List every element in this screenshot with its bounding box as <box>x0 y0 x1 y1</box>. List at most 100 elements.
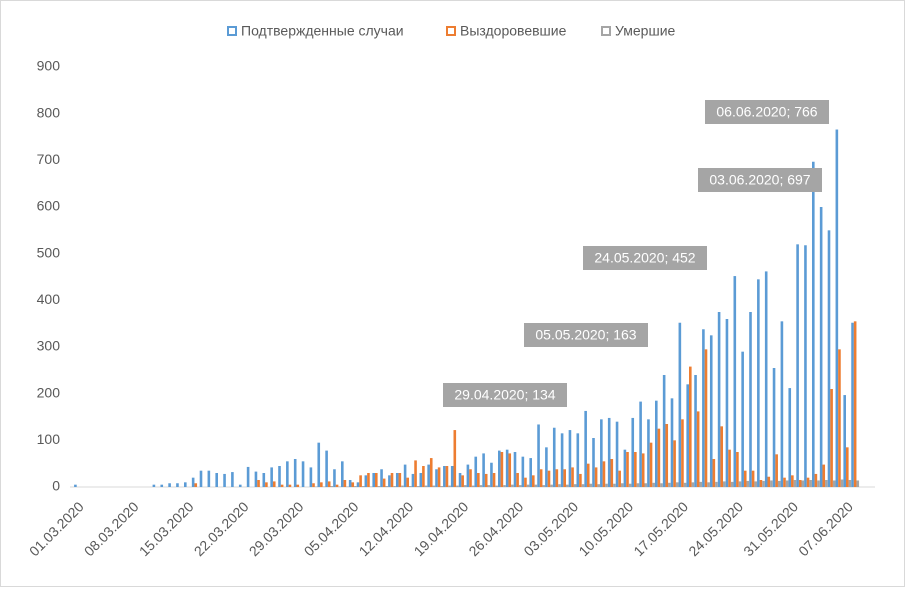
bar <box>650 443 653 487</box>
bar <box>794 480 797 487</box>
bar <box>184 482 187 487</box>
bar <box>749 312 752 487</box>
bar <box>522 457 525 487</box>
y-tick-label: 100 <box>37 431 61 447</box>
bar <box>752 471 755 487</box>
bar <box>843 395 846 487</box>
bar <box>658 429 661 487</box>
bar <box>422 466 425 487</box>
bar <box>506 450 509 487</box>
bar <box>692 482 695 487</box>
bar <box>817 480 820 487</box>
y-tick-label: 400 <box>37 291 61 307</box>
bar <box>679 323 682 487</box>
bar <box>320 482 323 487</box>
bar <box>333 469 336 487</box>
bar <box>357 482 360 487</box>
legend-label: Выздоровевшие <box>460 23 567 39</box>
bar <box>448 486 451 487</box>
legend-swatch <box>602 27 610 35</box>
bar <box>770 480 773 487</box>
bar <box>514 452 517 487</box>
bar <box>595 467 598 487</box>
bar <box>702 329 705 487</box>
bar <box>668 483 671 487</box>
bar <box>495 486 498 487</box>
bar <box>393 486 396 487</box>
bar <box>736 452 739 487</box>
bar <box>781 321 784 487</box>
bar <box>461 475 464 487</box>
bar <box>325 451 328 487</box>
annotation: 29.04.2020; 134 <box>454 387 555 403</box>
bar <box>637 483 640 487</box>
bar <box>723 481 726 487</box>
bar <box>160 485 163 487</box>
bar <box>713 459 716 487</box>
bar <box>192 478 195 487</box>
bar <box>383 479 386 487</box>
bar <box>474 457 477 487</box>
bar <box>550 485 553 487</box>
bar <box>775 454 778 487</box>
bar <box>802 480 805 487</box>
bar <box>399 473 402 487</box>
bar <box>624 450 627 487</box>
bar <box>796 244 799 487</box>
bar <box>435 469 438 487</box>
bar <box>815 474 818 487</box>
bar <box>336 485 339 487</box>
bar <box>433 486 436 487</box>
bar <box>571 467 574 487</box>
bar <box>263 473 266 487</box>
bar <box>440 486 443 487</box>
bar <box>812 162 815 487</box>
bar <box>378 486 381 487</box>
bar <box>501 452 504 487</box>
legend-swatch <box>447 27 455 35</box>
bar <box>545 447 548 487</box>
bar <box>828 230 831 487</box>
y-tick-label: 0 <box>52 478 60 494</box>
bar <box>317 443 320 487</box>
bar <box>388 475 391 487</box>
bar <box>707 482 710 487</box>
bar <box>270 467 273 487</box>
bar <box>328 481 331 487</box>
bar <box>569 430 572 487</box>
bar <box>647 419 650 487</box>
bar <box>582 484 585 487</box>
bar <box>200 471 203 487</box>
bar <box>694 375 697 487</box>
bar <box>825 480 828 487</box>
bar <box>414 460 417 487</box>
bar <box>634 452 637 487</box>
bar <box>467 465 470 487</box>
bar <box>286 461 289 487</box>
bar <box>791 475 794 487</box>
bar <box>257 480 260 487</box>
bar <box>820 207 823 487</box>
bar <box>548 471 551 487</box>
bar <box>488 485 491 487</box>
bar <box>310 467 313 487</box>
bar <box>747 481 750 487</box>
bar <box>822 465 825 487</box>
bar <box>671 398 674 487</box>
bar <box>391 473 394 487</box>
bar <box>673 440 676 487</box>
y-tick-label: 900 <box>37 58 61 74</box>
bar <box>493 473 496 487</box>
bar <box>516 473 519 487</box>
bar <box>663 375 666 487</box>
bar <box>297 485 300 487</box>
bar <box>438 467 441 487</box>
y-tick-label: 700 <box>37 151 61 167</box>
bar <box>618 471 621 487</box>
bar <box>485 474 488 487</box>
bar <box>331 486 334 487</box>
bar <box>783 478 786 487</box>
bar <box>689 367 692 487</box>
bar <box>558 484 561 487</box>
